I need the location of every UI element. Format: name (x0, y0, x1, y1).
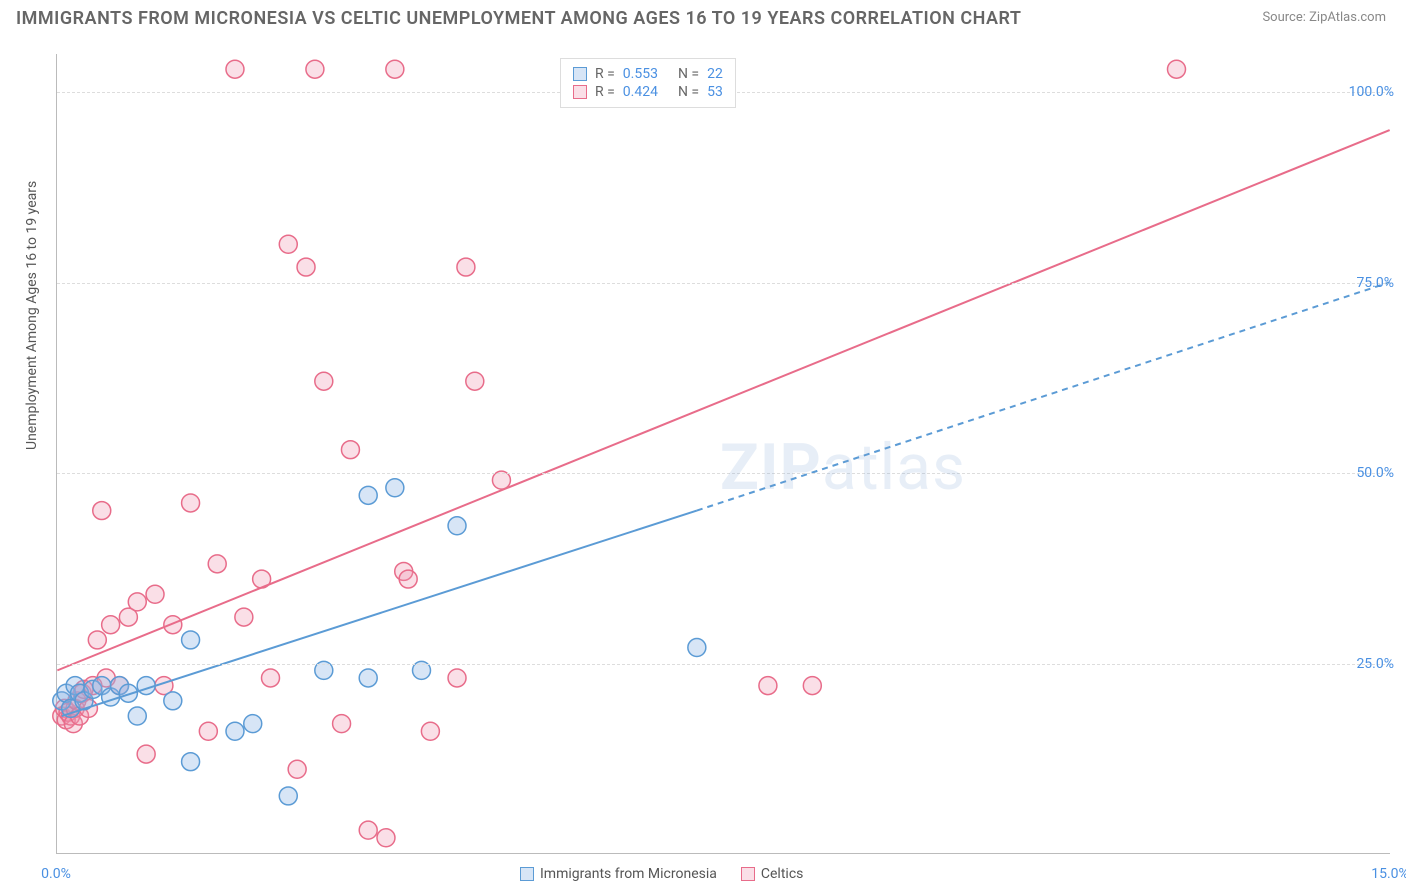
y-tick-label: 100.0% (1349, 84, 1394, 100)
scatter-point (386, 479, 404, 497)
scatter-point (199, 722, 217, 740)
scatter-point (88, 631, 106, 649)
scatter-point (448, 517, 466, 535)
scatter-point (128, 593, 146, 611)
scatter-point (262, 669, 280, 687)
legend-r-value: 0.553 (623, 66, 658, 82)
scatter-point (457, 258, 475, 276)
scatter-point (377, 829, 395, 847)
legend-r-label: R = (595, 66, 615, 82)
scatter-point (164, 616, 182, 634)
scatter-svg (57, 54, 1390, 853)
scatter-point (359, 821, 377, 839)
legend-row: R = 0.553 N = 22 (573, 65, 723, 83)
y-tick-label: 50.0% (1356, 465, 1394, 481)
scatter-point (102, 616, 120, 634)
scatter-point (137, 677, 155, 695)
y-axis-label: Unemployment Among Ages 16 to 19 years (24, 181, 40, 450)
scatter-point (182, 631, 200, 649)
scatter-point (386, 60, 404, 78)
trend-line-dashed (697, 282, 1390, 510)
scatter-point (93, 502, 111, 520)
legend-n-value: 53 (707, 84, 723, 100)
scatter-point (759, 677, 777, 695)
scatter-point (359, 486, 377, 504)
legend-swatch (573, 67, 587, 81)
series-legend-item: Immigrants from Micronesia (520, 866, 717, 882)
trend-line (62, 511, 697, 716)
legend-r-value: 0.424 (623, 84, 658, 100)
source-label: Source: (1262, 10, 1305, 25)
scatter-point (359, 669, 377, 687)
scatter-point (208, 555, 226, 573)
scatter-point (164, 692, 182, 710)
scatter-point (803, 677, 821, 695)
series-legend-label: Immigrants from Micronesia (540, 866, 717, 882)
legend-n-label: N = (678, 66, 699, 82)
y-tick-label: 25.0% (1356, 656, 1394, 672)
legend-n-label: N = (678, 84, 699, 100)
scatter-point (235, 608, 253, 626)
gridline (57, 664, 1390, 665)
legend-swatch (573, 85, 587, 99)
gridline (57, 473, 1390, 474)
y-tick-label: 75.0% (1356, 275, 1394, 291)
scatter-point (448, 669, 466, 687)
scatter-point (226, 60, 244, 78)
scatter-point (146, 585, 164, 603)
scatter-point (128, 707, 146, 725)
series-legend-label: Celtics (761, 866, 803, 882)
scatter-point (279, 787, 297, 805)
series-legend-item: Celtics (741, 866, 803, 882)
gridline (57, 283, 1390, 284)
series-legend: Immigrants from Micronesia Celtics (520, 866, 803, 882)
source-credit: Source: ZipAtlas.com (1262, 10, 1386, 25)
scatter-point (137, 745, 155, 763)
scatter-point (182, 753, 200, 771)
legend-n-value: 22 (707, 66, 723, 82)
chart-title: IMMIGRANTS FROM MICRONESIA VS CELTIC UNE… (16, 8, 1021, 29)
source-name: ZipAtlas.com (1309, 10, 1386, 25)
scatter-point (466, 372, 484, 390)
scatter-point (333, 715, 351, 733)
scatter-point (279, 235, 297, 253)
scatter-point (688, 639, 706, 657)
legend-swatch (520, 867, 534, 881)
scatter-point (1168, 60, 1186, 78)
stats-legend: R = 0.553 N = 22 R = 0.424 N = 53 (560, 58, 736, 108)
scatter-point (315, 372, 333, 390)
scatter-point (399, 570, 417, 588)
x-tick-label: 15.0% (1371, 866, 1406, 882)
legend-swatch (741, 867, 755, 881)
scatter-point (182, 494, 200, 512)
trend-line (57, 130, 1389, 670)
scatter-point (226, 722, 244, 740)
scatter-point (341, 441, 359, 459)
scatter-point (421, 722, 439, 740)
scatter-point (306, 60, 324, 78)
legend-row: R = 0.424 N = 53 (573, 83, 723, 101)
plot-area (56, 54, 1390, 854)
scatter-point (288, 760, 306, 778)
scatter-point (297, 258, 315, 276)
x-tick-label: 0.0% (41, 866, 71, 882)
scatter-point (244, 715, 262, 733)
legend-r-label: R = (595, 84, 615, 100)
